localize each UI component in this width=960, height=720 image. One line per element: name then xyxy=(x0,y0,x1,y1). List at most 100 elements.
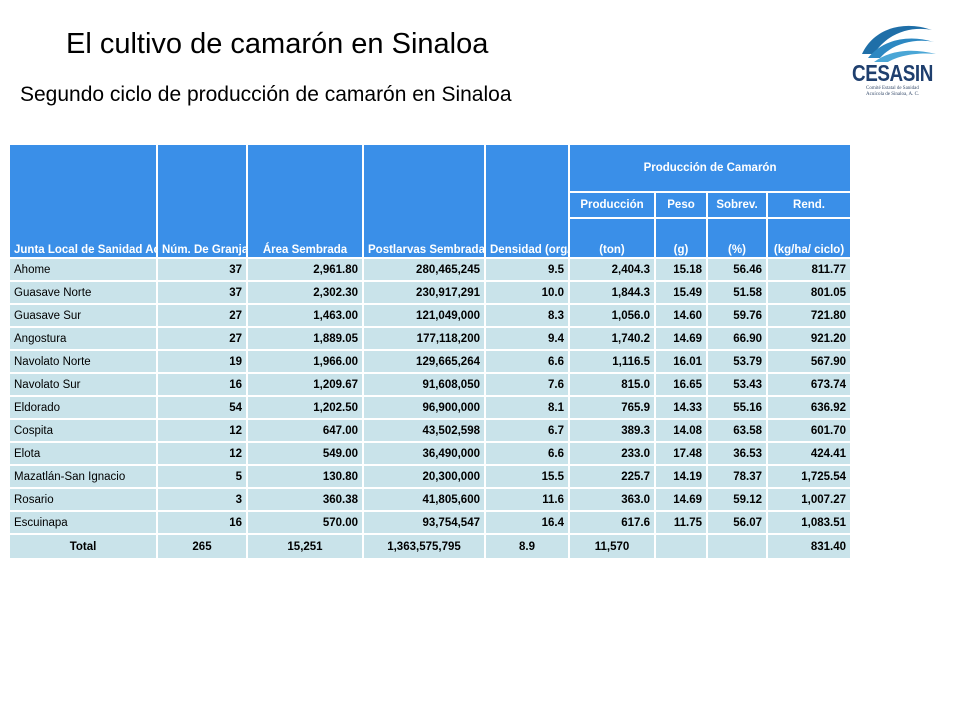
cell-densidad: 16.4 xyxy=(484,510,570,535)
logo-wordmark: CESASIN xyxy=(852,60,933,86)
cell-sobrev: 59.76 xyxy=(706,303,768,328)
cell-area: 570.00 xyxy=(246,510,364,535)
cell-granjas: 12 xyxy=(156,418,248,443)
cell-sobrev: 53.43 xyxy=(706,372,768,397)
cell-produccion: 2,404.3 xyxy=(568,257,656,282)
header-unit-ton: (ton) xyxy=(568,217,656,259)
cell-sobrev: 51.58 xyxy=(706,280,768,305)
cell-granjas: 5 xyxy=(156,464,248,489)
cell-sobrev: 59.12 xyxy=(706,487,768,512)
cell-area: 130.80 xyxy=(246,464,364,489)
cell-granjas: 19 xyxy=(156,349,248,374)
header-rend: Rend. xyxy=(765,191,853,219)
cell-area: 1,463.00 xyxy=(246,303,364,328)
cell-densidad: 6.6 xyxy=(484,349,570,374)
cell-produccion: 225.7 xyxy=(568,464,656,489)
cell-densidad: 9.5 xyxy=(484,257,570,282)
table-row: Angostura 27 1,889.05 177,118,200 9.4 1,740.2… xyxy=(8,326,853,351)
cell-rend: 424.41 xyxy=(765,441,853,466)
table-row: Elota 12 549.00 36,490,000 6.6 233.0 17.48 36.5… xyxy=(8,441,853,466)
cell-densidad: 6.7 xyxy=(484,418,570,443)
cell-postlarvas: 20,300,000 xyxy=(362,464,486,489)
cell-granjas: 27 xyxy=(156,303,248,328)
table-body: Ahome 37 2,961.80 280,465,245 9.5 2,404.3 15.1… xyxy=(8,257,853,560)
cell-postlarvas: 36,490,000 xyxy=(362,441,486,466)
cell-rend: 567.90 xyxy=(765,349,853,374)
cell-densidad: 7.6 xyxy=(484,372,570,397)
header-junta: Junta Local de Sanidad Acuícola xyxy=(8,143,158,259)
table-row: Navolato Norte 19 1,966.00 129,665,264 6.6 1,… xyxy=(8,349,853,374)
table-row: Guasave Sur 27 1,463.00 121,049,000 8.3 1,056… xyxy=(8,303,853,328)
cell-rend: 673.74 xyxy=(765,372,853,397)
cell-sobrev: 56.46 xyxy=(706,257,768,282)
table-row: Mazatlán-San Ignacio 5 130.80 20,300,000 15.… xyxy=(8,464,853,489)
cell-produccion: 1,844.3 xyxy=(568,280,656,305)
cell-produccion: 1,740.2 xyxy=(568,326,656,351)
cell-postlarvas: 280,465,245 xyxy=(362,257,486,282)
header-unit-rend: (kg/ha/ ciclo) xyxy=(765,217,853,259)
total-area: 15,251 xyxy=(246,533,364,560)
cell-junta: Elota xyxy=(8,441,158,466)
total-densidad: 8.9 xyxy=(484,533,570,560)
cell-peso: 14.60 xyxy=(654,303,708,328)
cell-area: 1,889.05 xyxy=(246,326,364,351)
cell-densidad: 11.6 xyxy=(484,487,570,512)
cell-junta: Navolato Norte xyxy=(8,349,158,374)
header-granjas: Núm. De Granjas Acuícolas xyxy=(156,143,248,259)
cell-rend: 1,725.54 xyxy=(765,464,853,489)
production-table: Junta Local de Sanidad Acuícola Núm. De … xyxy=(8,143,853,560)
cell-rend: 921.20 xyxy=(765,326,853,351)
cell-postlarvas: 177,118,200 xyxy=(362,326,486,351)
total-produccion: 11,570 xyxy=(568,533,656,560)
table-row: Rosario 3 360.38 41,805,600 11.6 363.0 14.69 59… xyxy=(8,487,853,512)
cell-densidad: 10.0 xyxy=(484,280,570,305)
cell-junta: Rosario xyxy=(8,487,158,512)
cell-rend: 811.77 xyxy=(765,257,853,282)
table-row: Ahome 37 2,961.80 280,465,245 9.5 2,404.3 15.1… xyxy=(8,257,853,282)
cell-junta: Guasave Sur xyxy=(8,303,158,328)
cell-junta: Mazatlán-San Ignacio xyxy=(8,464,158,489)
cell-produccion: 1,116.5 xyxy=(568,349,656,374)
cell-sobrev: 56.07 xyxy=(706,510,768,535)
cell-granjas: 3 xyxy=(156,487,248,512)
cell-area: 360.38 xyxy=(246,487,364,512)
cell-postlarvas: 41,805,600 xyxy=(362,487,486,512)
cell-rend: 1,007.27 xyxy=(765,487,853,512)
cell-postlarvas: 93,754,547 xyxy=(362,510,486,535)
cell-rend: 721.80 xyxy=(765,303,853,328)
cell-area: 2,302.30 xyxy=(246,280,364,305)
header-unit-g: (g) xyxy=(654,217,708,259)
header-produccion: Producción xyxy=(568,191,656,219)
header-unit-pct: (%) xyxy=(706,217,768,259)
cell-granjas: 54 xyxy=(156,395,248,420)
cell-area: 1,209.67 xyxy=(246,372,364,397)
cell-densidad: 9.4 xyxy=(484,326,570,351)
header-area: Área Sembrada xyxy=(246,143,364,259)
cell-produccion: 765.9 xyxy=(568,395,656,420)
cell-junta: Guasave Norte xyxy=(8,280,158,305)
total-postlarvas: 1,363,575,795 xyxy=(362,533,486,560)
cell-densidad: 15.5 xyxy=(484,464,570,489)
cell-produccion: 363.0 xyxy=(568,487,656,512)
cell-granjas: 12 xyxy=(156,441,248,466)
cell-granjas: 37 xyxy=(156,257,248,282)
cell-area: 2,961.80 xyxy=(246,257,364,282)
page-title: El cultivo de camarón en Sinaloa xyxy=(66,28,489,60)
header-peso: Peso xyxy=(654,191,708,219)
cell-sobrev: 36.53 xyxy=(706,441,768,466)
cell-granjas: 27 xyxy=(156,326,248,351)
cell-peso: 16.01 xyxy=(654,349,708,374)
cell-granjas: 16 xyxy=(156,510,248,535)
cell-peso: 14.69 xyxy=(654,487,708,512)
cell-area: 1,966.00 xyxy=(246,349,364,374)
cell-rend: 636.92 xyxy=(765,395,853,420)
cell-area: 549.00 xyxy=(246,441,364,466)
cell-sobrev: 66.90 xyxy=(706,326,768,351)
cell-rend: 601.70 xyxy=(765,418,853,443)
table-row: Guasave Norte 37 2,302.30 230,917,291 10.0 1,… xyxy=(8,280,853,305)
cell-peso: 11.75 xyxy=(654,510,708,535)
cell-junta: Escuinapa xyxy=(8,510,158,535)
cell-peso: 15.49 xyxy=(654,280,708,305)
total-rend: 831.40 xyxy=(765,533,853,560)
cell-postlarvas: 96,900,000 xyxy=(362,395,486,420)
